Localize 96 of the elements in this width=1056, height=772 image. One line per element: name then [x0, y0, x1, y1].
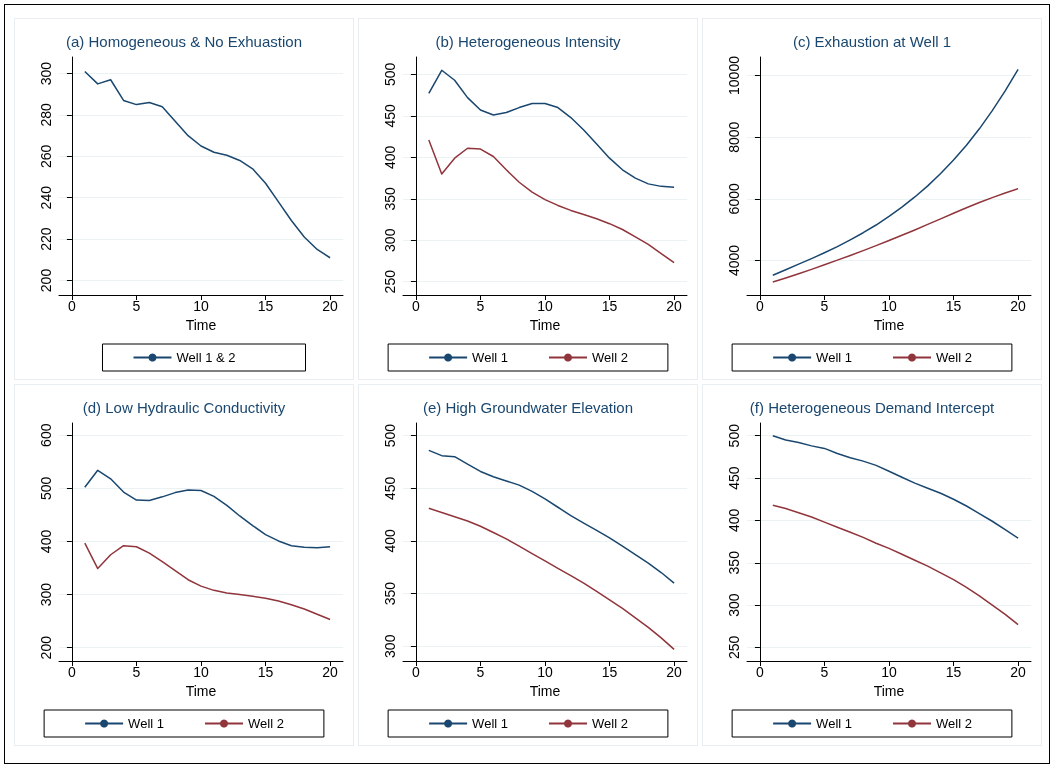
x-tick-label: 0: [756, 298, 765, 314]
chart-title: (e) High Groundwater Elevation: [422, 399, 634, 416]
y-tick-label: 350: [726, 550, 742, 575]
y-tick-label: 450: [726, 466, 742, 490]
y-tick-label: 400: [382, 145, 398, 170]
y-tick-label: 200: [38, 635, 54, 660]
line-series: [84, 70, 331, 259]
x-tick-label: 10: [193, 298, 209, 314]
x-tick-label: 5: [132, 664, 141, 680]
y-tick-label: 300: [38, 61, 54, 86]
legend-label: Well 2: [592, 350, 628, 365]
x-axis-title: Time: [873, 682, 905, 699]
legend-label: Well 1: [472, 716, 509, 731]
x-tick-label: 5: [820, 664, 829, 680]
y-tick-label: 260: [38, 144, 54, 169]
y-tick-label: 280: [38, 103, 54, 127]
y-tick-label: 600: [38, 423, 54, 447]
x-axis-title: Time: [873, 316, 905, 333]
x-tick-label: 20: [1010, 298, 1027, 314]
line-series: [428, 449, 675, 584]
y-tick-label: 500: [726, 423, 742, 448]
x-tick-label: 20: [1010, 664, 1027, 680]
y-tick-label: 500: [382, 62, 398, 87]
chart-title: (d) Low Hydraulic Conductivity: [82, 399, 286, 416]
y-tick-label: 4000: [726, 244, 742, 277]
legend-label: Well 2: [592, 716, 628, 731]
x-tick-label: 15: [257, 298, 274, 314]
x-tick-label: 5: [476, 298, 485, 314]
line-series: [428, 507, 675, 651]
legend-label: Well 2: [248, 716, 284, 731]
line-series: [772, 187, 1019, 283]
x-tick-label: 20: [322, 664, 339, 680]
x-tick-label: 15: [601, 298, 618, 314]
y-tick-label: 300: [382, 228, 398, 252]
x-tick-label: 15: [945, 664, 962, 680]
x-tick-label: 0: [412, 298, 421, 314]
line-series: [772, 434, 1019, 539]
y-tick-label: 450: [382, 476, 398, 500]
line-series: [772, 504, 1019, 626]
x-axis-title: Time: [529, 682, 561, 699]
legend-label: Well 2: [936, 350, 972, 365]
x-tick-label: 20: [322, 298, 339, 314]
x-tick-label: 20: [666, 664, 683, 680]
x-tick-label: 5: [476, 664, 485, 680]
x-tick-label: 0: [756, 664, 765, 680]
y-tick-label: 10000: [726, 55, 742, 95]
y-tick-label: 200: [38, 268, 54, 293]
y-tick-label: 400: [38, 529, 54, 554]
legend-label: Well 2: [936, 716, 972, 731]
y-tick-label: 350: [382, 186, 398, 211]
x-tick-label: 10: [881, 298, 897, 314]
x-tick-label: 0: [68, 664, 77, 680]
x-tick-label: 10: [193, 664, 209, 680]
x-tick-label: 20: [666, 298, 683, 314]
y-tick-label: 250: [726, 635, 742, 660]
y-tick-label: 450: [382, 103, 398, 128]
x-tick-label: 15: [257, 664, 274, 680]
legend-label: Well 1 & 2: [176, 350, 236, 365]
y-tick-label: 500: [38, 476, 54, 501]
line-series: [428, 139, 675, 264]
x-axis-title: Time: [185, 316, 217, 333]
legend-label: Well 1: [128, 716, 165, 731]
y-tick-label: 6000: [726, 183, 742, 215]
line-series: [84, 542, 331, 621]
y-tick-label: 350: [382, 581, 398, 606]
x-tick-label: 5: [132, 298, 141, 314]
y-tick-label: 400: [726, 508, 742, 533]
y-tick-label: 400: [382, 529, 398, 553]
y-tick-label: 250: [382, 269, 398, 294]
x-axis-title: Time: [529, 316, 561, 333]
legend-label: Well 1: [816, 350, 853, 365]
y-tick-label: 240: [38, 185, 54, 210]
x-axis-title: Time: [185, 682, 217, 699]
y-tick-label: 300: [726, 593, 742, 617]
y-tick-label: 8000: [726, 121, 742, 153]
y-tick-label: 500: [382, 423, 398, 448]
chart-title: (c) Exhaustion at Well 1: [792, 33, 952, 50]
x-tick-label: 15: [945, 298, 962, 314]
y-tick-label: 300: [38, 582, 54, 607]
x-tick-label: 15: [601, 664, 618, 680]
legend-label: Well 1: [472, 350, 509, 365]
chart-title: (a) Homogeneous & No Exhuastion: [66, 33, 302, 50]
x-tick-label: 10: [537, 298, 553, 314]
x-tick-label: 0: [68, 298, 77, 314]
line-series: [84, 469, 331, 549]
legend-label: Well 1: [816, 716, 853, 731]
x-tick-label: 10: [537, 664, 553, 680]
line-series: [428, 69, 675, 188]
y-tick-label: 220: [38, 227, 54, 251]
chart-title: (f) Heterogeneous Demand Intercept: [749, 399, 995, 416]
line-series: [772, 68, 1019, 277]
chart-title: (b) Heterogeneous Intensity: [435, 33, 622, 50]
x-tick-label: 10: [881, 664, 897, 680]
x-tick-label: 5: [820, 298, 829, 314]
y-tick-label: 300: [382, 634, 398, 658]
x-tick-label: 0: [412, 664, 421, 680]
